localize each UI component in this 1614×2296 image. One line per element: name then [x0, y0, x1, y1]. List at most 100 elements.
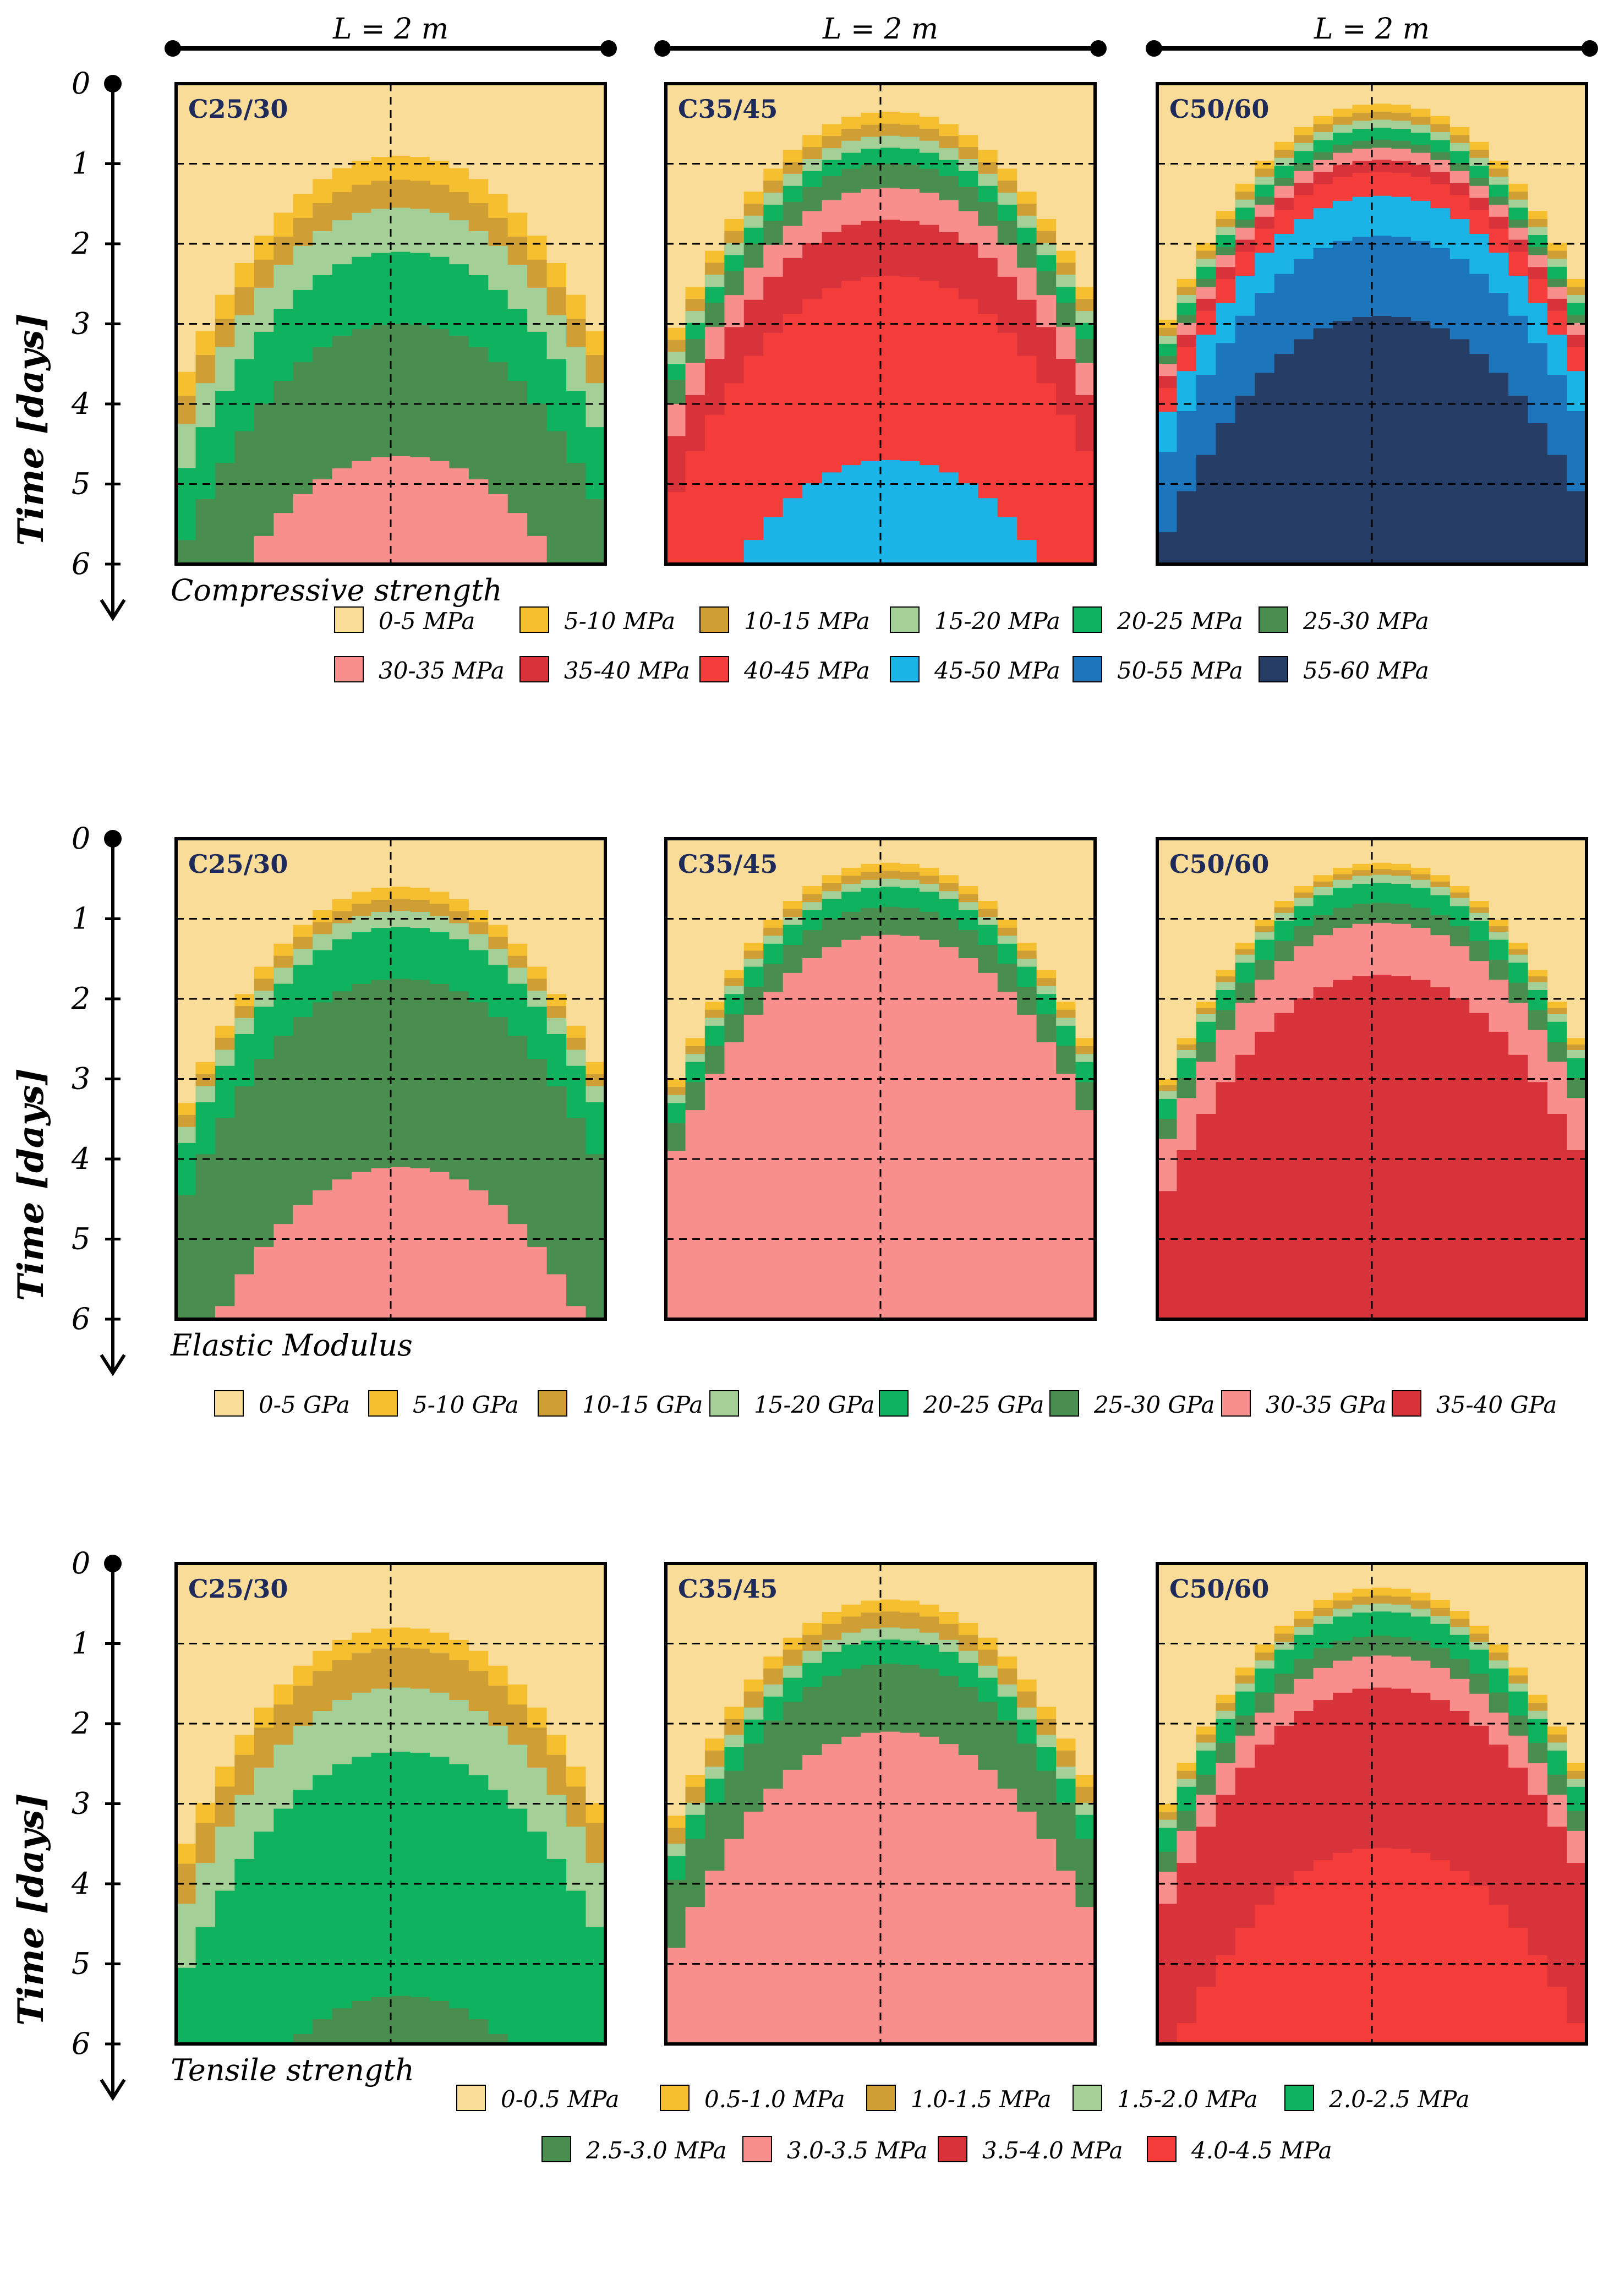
- time-tick-label: 2: [71, 981, 90, 1016]
- legend-swatch: [1259, 606, 1288, 633]
- legend-label: 20-25 GPa: [923, 1391, 1044, 1418]
- panel-frame: [1156, 1562, 1588, 2046]
- row-title: Elastic Modulus: [170, 1328, 413, 1363]
- length-label: L = 2 m: [332, 13, 448, 46]
- legend-label: 1.5-2.0 MPa: [1117, 2086, 1258, 2113]
- time-axis-title: Time [days]: [10, 313, 52, 546]
- legend-label: 10-15 MPa: [744, 608, 870, 635]
- legend-swatch: [1073, 656, 1102, 682]
- legend-label: 0.5-1.0 MPa: [704, 2086, 845, 2113]
- legend-label: 2.5-3.0 MPa: [586, 2137, 727, 2164]
- panel-label: C35/45: [678, 849, 778, 879]
- length-scale-3: L = 2 m: [1146, 13, 1598, 57]
- length-scale-right-dot: [1090, 40, 1107, 57]
- panel-C50-60: C50/60: [1156, 82, 1588, 566]
- legend-label: 5-10 GPa: [413, 1391, 519, 1418]
- time-axis-title: Time [days]: [10, 1068, 52, 1301]
- legend-label: 0-5 MPa: [379, 608, 475, 635]
- stress-zone-red: [1157, 1847, 1586, 2044]
- legend-swatch: [1259, 656, 1288, 682]
- panel-label: C25/30: [188, 849, 288, 879]
- legend-label: 1.0-1.5 MPa: [911, 2086, 1052, 2113]
- panel-label: C25/30: [188, 1574, 288, 1604]
- legend-label: 25-30 GPa: [1093, 1391, 1214, 1418]
- time-tick-label: 2: [71, 226, 90, 261]
- legend-label: 30-35 MPa: [379, 657, 505, 684]
- legend-label: 50-55 MPa: [1117, 657, 1243, 684]
- stress-zone-pink: [666, 934, 1095, 1319]
- time-tick-label: 3: [72, 1062, 90, 1096]
- legend-label: 35-40 GPa: [1436, 1391, 1557, 1418]
- legend-swatch: [890, 606, 920, 633]
- length-label: L = 2 m: [822, 13, 938, 46]
- panel-label: C35/45: [678, 1574, 778, 1604]
- time-tick-label: 2: [71, 1706, 90, 1741]
- legend-label: 25-30 MPa: [1303, 608, 1429, 635]
- row-title: Compressive strength: [171, 573, 502, 608]
- time-tick-label: 6: [72, 546, 90, 581]
- legend-swatch: [538, 1390, 567, 1417]
- panel-C50-60: C50/60: [1156, 837, 1588, 1321]
- legend-swatch: [519, 656, 549, 682]
- legend-label: 3.5-4.0 MPa: [982, 2137, 1123, 2164]
- time-tick-label: 3: [72, 307, 90, 341]
- panel-label: C50/60: [1169, 94, 1269, 124]
- panel-frame: [1156, 82, 1588, 566]
- panel-frame: [1156, 837, 1588, 1321]
- legend-swatch: [660, 2085, 690, 2111]
- time-tick-label: 4: [71, 1866, 90, 1901]
- time-tick-label: 5: [72, 467, 90, 501]
- legend-label: 10-15 GPa: [582, 1391, 703, 1418]
- time-tick-label: 0: [72, 821, 90, 856]
- legend-swatch: [938, 2136, 967, 2162]
- panel-label: C50/60: [1169, 1574, 1269, 1604]
- legend-swatch: [334, 656, 364, 682]
- length-scale-right-dot: [1582, 40, 1598, 57]
- time-tick-label: 1: [72, 1626, 90, 1661]
- legend-label: 40-45 MPa: [743, 657, 870, 684]
- legend-label: 30-35 GPa: [1266, 1391, 1386, 1418]
- legend-swatch: [214, 1390, 244, 1417]
- length-scale-left-dot: [1146, 40, 1162, 57]
- legend-swatch: [699, 656, 729, 682]
- time-tick-label: 4: [71, 386, 90, 421]
- row-2: 0 1 2 3 4 5 6 Time [days] C25/30 C35/45 C50/60 Elas…: [10, 821, 1588, 1418]
- legend-swatch: [1073, 606, 1102, 633]
- panel-C25-30: C25/30: [174, 82, 607, 566]
- panel-C35-45: C35/45: [664, 837, 1097, 1321]
- time-axis-title: Time [days]: [10, 1793, 52, 2026]
- legend-swatch: [1049, 1390, 1079, 1417]
- legend-swatch: [334, 606, 364, 633]
- row-3: 0 1 2 3 4 5 6 Time [days] C25/30 C35/45 C50/60 Tens…: [10, 1546, 1588, 2164]
- legend-swatch: [866, 2085, 896, 2111]
- legend-label: 35-40 MPa: [564, 657, 690, 684]
- time-tick-label: 1: [72, 146, 90, 181]
- legend-swatch: [1284, 2085, 1314, 2111]
- time-tick-label: 6: [72, 2026, 90, 2061]
- legend-label: 0-0.5 MPa: [501, 2086, 619, 2113]
- panel-frame: [174, 837, 607, 1321]
- legend-swatch: [368, 1390, 398, 1417]
- time-tick-label: 3: [72, 1786, 90, 1821]
- length-label: L = 2 m: [1314, 13, 1430, 46]
- panel-C35-45: C35/45: [664, 82, 1097, 566]
- legend-swatch: [890, 656, 920, 682]
- legend-swatch: [1392, 1390, 1421, 1417]
- legend-label: 15-20 GPa: [754, 1391, 874, 1418]
- legend-swatch: [519, 606, 549, 633]
- time-tick-label: 0: [72, 1546, 90, 1581]
- legend-swatch: [456, 2085, 486, 2111]
- panel-frame: [174, 82, 607, 566]
- panel-frame: [664, 837, 1097, 1321]
- legend: 0-0.5 MPa 0.5-1.0 MPa 1.0-1.5 MPa 1.5-2.0 M…: [456, 2085, 1470, 2164]
- legend: 0-5 MPa 5-10 MPa 10-15 MPa 15-20 MPa 20-25 M…: [334, 606, 1429, 684]
- legend-label: 55-60 MPa: [1303, 657, 1429, 684]
- legend-swatch: [1073, 2085, 1102, 2111]
- legend-swatch: [709, 1390, 739, 1417]
- panel-C25-30: C25/30: [174, 1562, 607, 2046]
- panel-label: C35/45: [678, 94, 778, 124]
- row-1: 0 1 2 3 4 5 6 Time [days] C25/30 C35/45 C50/60 Comp…: [10, 66, 1588, 684]
- legend-swatch: [1221, 1390, 1251, 1417]
- panel-C35-45: C35/45: [664, 1562, 1097, 2046]
